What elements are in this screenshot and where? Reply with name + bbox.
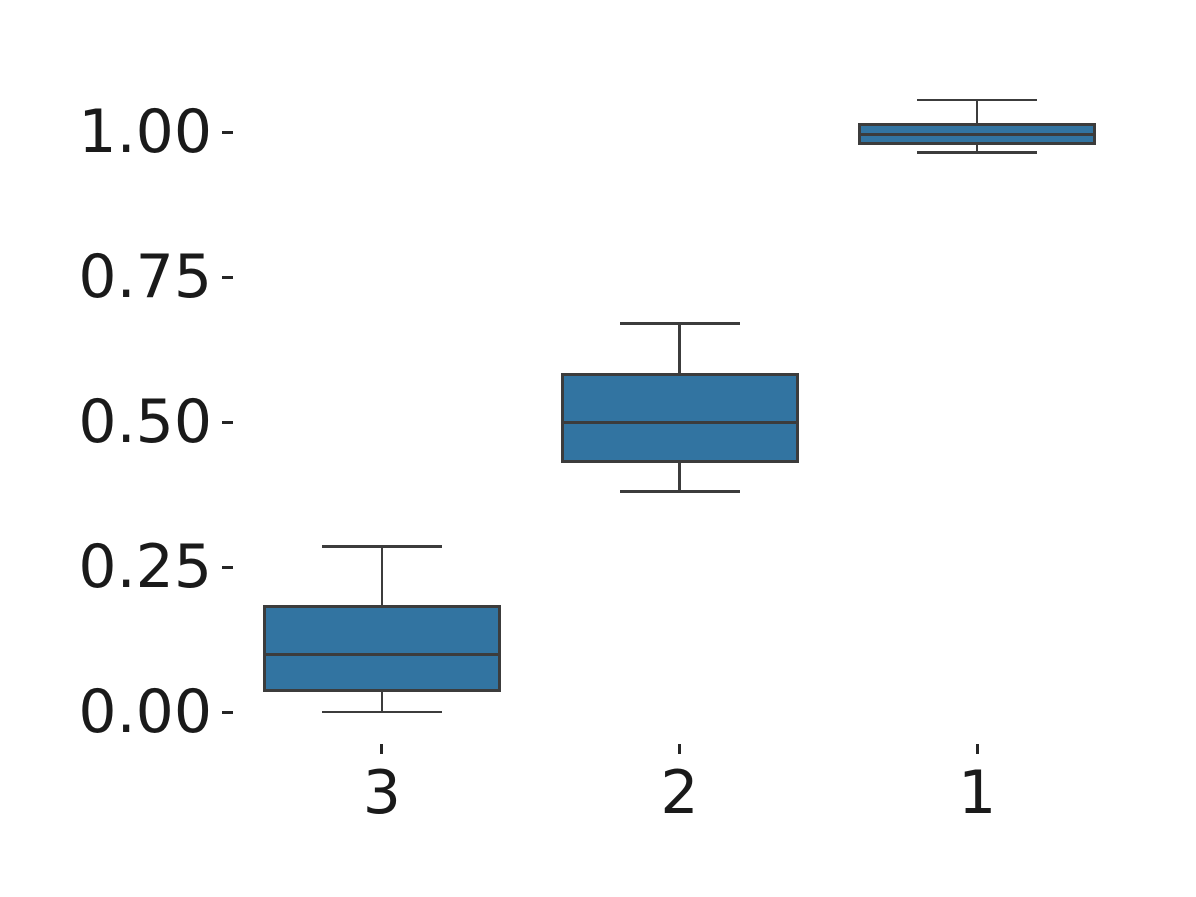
y-tick-mark	[222, 565, 233, 569]
y-tick-mark	[222, 275, 233, 279]
lower-whisker-line	[380, 691, 384, 712]
x-tick-mark	[380, 744, 384, 754]
y-tick-label: 1.00	[78, 97, 212, 167]
y-tick-mark	[222, 710, 233, 714]
upper-whisker-cap	[619, 322, 740, 325]
x-tick-mark	[678, 744, 681, 754]
upper-whisker-line	[380, 546, 384, 605]
y-tick-label: 0.50	[78, 387, 212, 457]
upper-whisker-cap	[321, 545, 442, 548]
x-tick-mark	[975, 744, 979, 754]
median-line	[262, 652, 501, 656]
lower-whisker-cap	[619, 490, 740, 493]
upper-whisker-line	[975, 100, 979, 124]
lower-whisker-cap	[917, 151, 1038, 154]
lower-whisker-line	[975, 144, 979, 153]
y-tick-label: 0.00	[78, 677, 212, 747]
box-rect	[262, 604, 501, 692]
median-line	[858, 133, 1097, 137]
median-line	[560, 420, 799, 424]
y-tick-label: 0.75	[78, 242, 212, 312]
x-tick-label: 1	[958, 758, 997, 828]
box-rect	[560, 372, 799, 463]
lower-whisker-line	[678, 462, 681, 492]
y-tick-label: 0.25	[78, 532, 212, 602]
upper-whisker-cap	[917, 98, 1038, 102]
x-tick-label: 2	[660, 758, 699, 828]
y-tick-mark	[222, 130, 233, 134]
upper-whisker-line	[678, 323, 681, 373]
lower-whisker-cap	[321, 710, 442, 714]
y-tick-mark	[222, 420, 233, 424]
x-tick-label: 3	[362, 758, 401, 828]
